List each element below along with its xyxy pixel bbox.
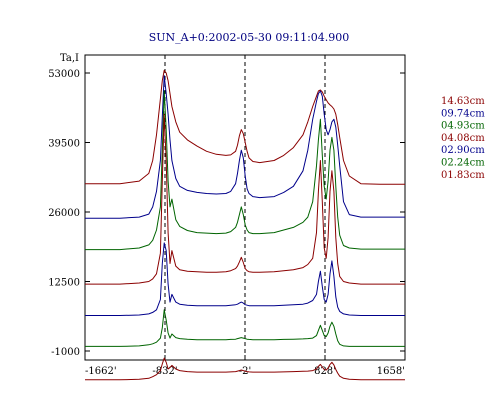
legend-entry: 14.63cm	[441, 96, 485, 107]
x-tick-label: -832'	[152, 366, 177, 377]
series-lines	[85, 69, 405, 381]
legend-entry: 01.83cm	[441, 170, 485, 181]
series-line-04-93cm	[85, 90, 405, 251]
vertical-markers	[164, 55, 326, 360]
y-tick-label: 53000	[48, 69, 80, 80]
y-axis: 53000 39500 26000 12500 -1000	[48, 69, 405, 358]
y-tick-label: -1000	[51, 347, 80, 358]
legend-entry: 04.93cm	[441, 121, 485, 132]
series-line-01-83cm	[85, 357, 405, 381]
series-line-14-63cm	[85, 69, 405, 185]
x-tick-label: 828'	[314, 366, 336, 377]
series-line-09-74cm	[85, 75, 405, 219]
legend-entry: 02.24cm	[441, 158, 485, 169]
series-line-04-08cm	[85, 113, 405, 285]
legend-entry: 02.90cm	[441, 145, 485, 156]
x-tick-label: 1658'	[377, 366, 405, 377]
y-axis-label: Ta,I	[60, 53, 79, 64]
legend-entry: 04.08cm	[441, 133, 485, 144]
series-line-02-24cm	[85, 309, 405, 347]
series-line-02-90cm	[85, 242, 405, 316]
chart-title: SUN_A+0:2002-05-30 09:11:04.900	[149, 31, 350, 44]
y-tick-label: 26000	[48, 208, 80, 219]
y-tick-label: 39500	[48, 139, 80, 150]
x-axis: -1662' -832' -2' 828' 1658'	[84, 355, 406, 377]
legend-entry: 09.74cm	[441, 108, 485, 119]
x-tick-label: -1662'	[85, 366, 117, 377]
y-tick-label: 12500	[48, 278, 80, 289]
